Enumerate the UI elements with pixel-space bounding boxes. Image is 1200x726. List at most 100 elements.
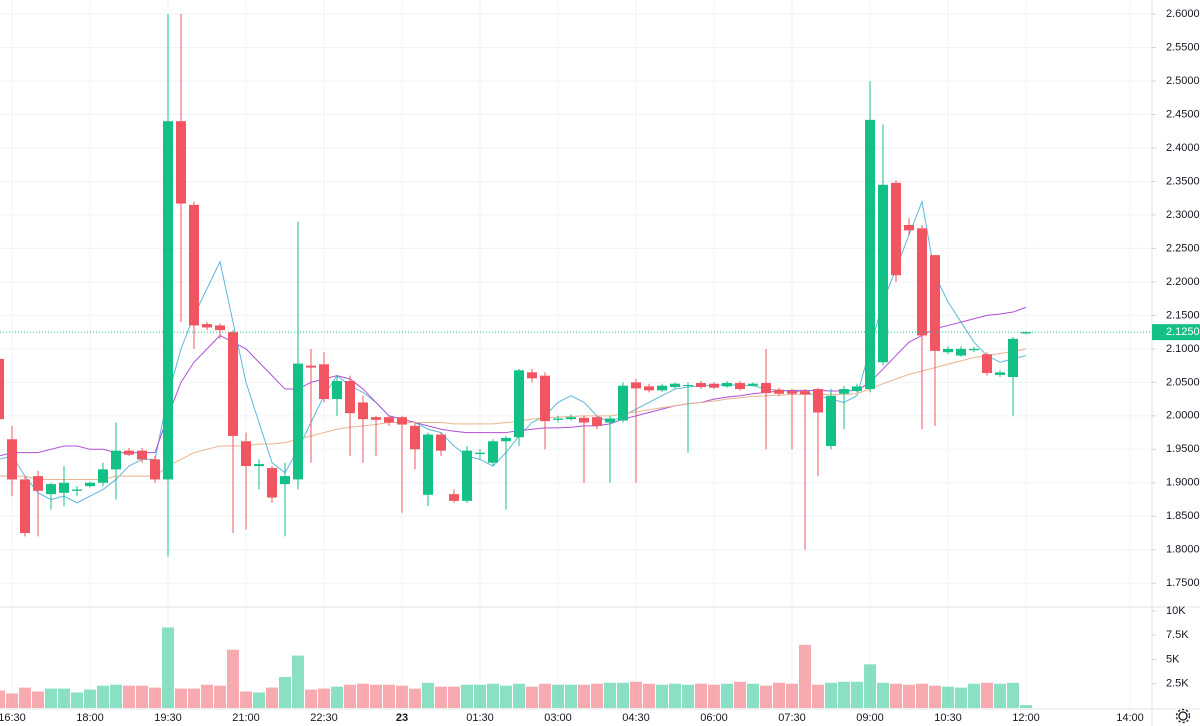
volume-bar xyxy=(656,684,668,708)
candle-body xyxy=(72,489,82,491)
y-tick-label: 2.4000 xyxy=(1166,142,1200,154)
candle-body xyxy=(774,389,784,394)
candle-body xyxy=(761,383,771,394)
candle-body xyxy=(280,476,290,485)
volume-bar xyxy=(227,649,239,708)
candle-body xyxy=(267,468,277,498)
candle-body xyxy=(579,417,589,423)
volume-bar xyxy=(305,689,317,708)
volume-bar xyxy=(955,687,967,708)
volume-bar xyxy=(734,681,746,708)
volume-bar xyxy=(279,676,291,708)
volume-bar xyxy=(773,682,785,708)
last-price-box xyxy=(1152,324,1200,341)
candle-body xyxy=(46,484,56,495)
candle-body xyxy=(124,450,134,455)
volume-bar xyxy=(565,684,577,708)
volume-bar xyxy=(942,686,954,708)
volume-bar xyxy=(994,683,1006,708)
volume-bar xyxy=(461,684,473,708)
candle-body xyxy=(475,452,485,454)
volume-bar xyxy=(747,683,759,708)
volume-bar xyxy=(0,690,5,708)
y-tick-label: 2.0000 xyxy=(1166,410,1200,422)
volume-bar xyxy=(578,684,590,708)
candle-body xyxy=(514,370,524,438)
volume-bar xyxy=(318,688,330,708)
candle-body xyxy=(722,383,732,387)
volume-bar xyxy=(513,683,525,708)
candle-body xyxy=(189,204,199,326)
candle-body xyxy=(787,391,797,394)
volume-bar xyxy=(1007,682,1019,708)
candle-body xyxy=(397,417,407,425)
candle-body xyxy=(800,391,810,395)
candle-body xyxy=(254,464,264,467)
candle-body xyxy=(449,494,459,501)
y-tick-label: 1.7500 xyxy=(1166,577,1200,589)
candle-body xyxy=(540,375,550,422)
candle-body xyxy=(501,437,511,442)
y-tick-label: 1.8500 xyxy=(1166,510,1200,522)
volume-bar xyxy=(136,685,148,708)
x-tick-label: 19:30 xyxy=(154,712,182,724)
volume-bar xyxy=(97,685,109,708)
volume-bar xyxy=(162,627,174,708)
candle-body xyxy=(111,450,121,470)
y-tick-label: 2.3000 xyxy=(1166,209,1200,221)
volume-bar xyxy=(825,682,837,708)
volume-bar xyxy=(604,682,616,708)
y-tick-label: 1.8000 xyxy=(1166,544,1200,556)
x-tick-label: 21:00 xyxy=(232,712,260,724)
candle-body xyxy=(319,364,329,400)
volume-bar xyxy=(708,684,720,708)
volume-pane xyxy=(0,627,1032,708)
volume-bar xyxy=(799,644,811,708)
volume-bar xyxy=(435,686,447,708)
volume-bar xyxy=(916,683,928,708)
x-tick-label: 16:30 xyxy=(0,712,26,724)
y-tick-label: 2.6000 xyxy=(1166,8,1200,20)
candle-body xyxy=(33,476,43,491)
candle-body xyxy=(865,119,875,390)
volume-bar xyxy=(396,685,408,708)
volume-bar xyxy=(19,687,31,708)
y-tick-label: 2.2000 xyxy=(1166,276,1200,288)
x-tick-label: 07:30 xyxy=(778,712,806,724)
candle-body xyxy=(202,324,212,328)
candle-body xyxy=(488,441,498,463)
volume-bar xyxy=(630,681,642,708)
y-tick-label: 2.1000 xyxy=(1166,343,1200,355)
volume-bar xyxy=(240,691,252,708)
volume-bar xyxy=(84,689,96,708)
candle-body xyxy=(826,395,836,446)
volume-bar xyxy=(214,685,226,708)
candle-body xyxy=(878,184,888,363)
candle-body xyxy=(345,381,355,414)
volume-bar xyxy=(682,684,694,708)
volume-bar xyxy=(58,688,70,708)
volume-bar xyxy=(903,684,915,708)
candle-body xyxy=(852,386,862,392)
settings-icon[interactable] xyxy=(1175,708,1191,724)
y-tick-label: 2.0500 xyxy=(1166,376,1200,388)
volume-tick-label: 2.5K xyxy=(1166,678,1189,690)
candle-body xyxy=(735,383,745,390)
x-tick-label: 18:00 xyxy=(76,712,104,724)
volume-bar xyxy=(331,686,343,708)
volume-bar xyxy=(292,655,304,708)
volume-bar xyxy=(786,683,798,708)
last-price-label: 2.1250 xyxy=(1166,326,1200,338)
candle-body xyxy=(176,121,186,204)
candle-body xyxy=(241,441,251,467)
volume-bar xyxy=(695,683,707,708)
volume-bar xyxy=(422,682,434,708)
candle-body xyxy=(839,389,849,394)
volume-bar xyxy=(6,693,18,708)
candle-body xyxy=(410,425,420,450)
y-tick-label: 2.2500 xyxy=(1166,242,1200,254)
x-tick-label: 09:00 xyxy=(856,712,884,724)
y-tick-label: 1.9500 xyxy=(1166,443,1200,455)
volume-bar xyxy=(487,683,499,708)
